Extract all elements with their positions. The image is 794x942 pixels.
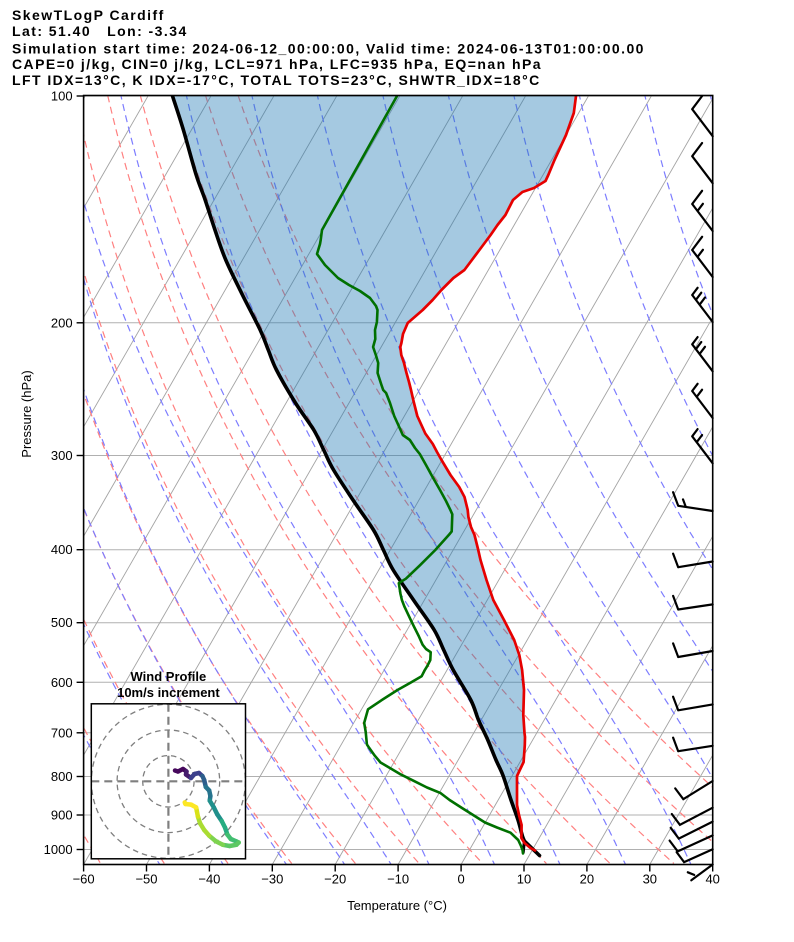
svg-text:20: 20	[580, 872, 594, 887]
svg-text:−30: −30	[261, 872, 283, 887]
svg-text:40: 40	[705, 872, 719, 887]
svg-text:−60: −60	[73, 872, 95, 887]
svg-text:CAPE=0 j/kg, CIN=0 j/kg, LCL=9: CAPE=0 j/kg, CIN=0 j/kg, LCL=971 hPa, LF…	[12, 56, 542, 72]
svg-text:Simulation start time: 2024-06: Simulation start time: 2024-06-12_00:00:…	[12, 40, 645, 56]
svg-text:600: 600	[51, 675, 73, 690]
svg-text:Pressure (hPa): Pressure (hPa)	[19, 370, 34, 457]
svg-text:Wind Profile: Wind Profile	[131, 669, 207, 684]
svg-text:800: 800	[51, 769, 73, 784]
svg-text:−20: −20	[324, 872, 346, 887]
svg-text:1000: 1000	[44, 842, 73, 857]
svg-text:500: 500	[51, 615, 73, 630]
svg-text:100: 100	[51, 89, 73, 104]
svg-text:30: 30	[643, 872, 657, 887]
svg-text:700: 700	[51, 725, 73, 740]
svg-text:10: 10	[517, 872, 531, 887]
svg-text:SkewTLogP Cardiff: SkewTLogP Cardiff	[12, 7, 165, 23]
svg-text:−40: −40	[198, 872, 220, 887]
svg-text:10m/s increment: 10m/s increment	[117, 685, 220, 700]
svg-text:200: 200	[51, 315, 73, 330]
svg-text:−50: −50	[135, 872, 157, 887]
svg-text:Temperature (°C): Temperature (°C)	[347, 898, 447, 913]
svg-text:Lat: 51.40 Lon: -3.34: Lat: 51.40 Lon: -3.34	[12, 23, 188, 39]
svg-text:LFT IDX=13°C, K IDX=-17°C, TOT: LFT IDX=13°C, K IDX=-17°C, TOTAL TOTS=23…	[12, 72, 541, 88]
svg-text:400: 400	[51, 542, 73, 557]
svg-text:900: 900	[51, 808, 73, 823]
svg-text:0: 0	[457, 872, 464, 887]
svg-text:−10: −10	[387, 872, 409, 887]
svg-text:300: 300	[51, 448, 73, 463]
